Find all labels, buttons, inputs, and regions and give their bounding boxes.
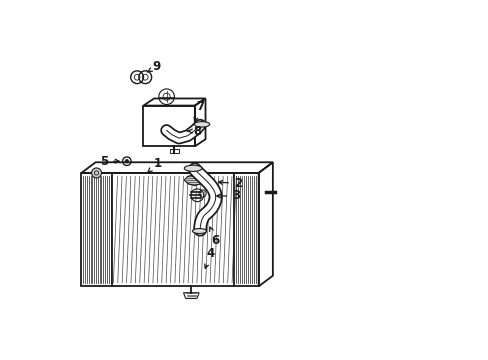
Text: 6: 6 xyxy=(209,227,219,247)
Ellipse shape xyxy=(194,122,209,127)
Text: 1: 1 xyxy=(148,157,162,172)
Text: 9: 9 xyxy=(147,60,160,73)
Text: 7: 7 xyxy=(194,100,204,121)
Text: 3: 3 xyxy=(216,189,240,202)
Ellipse shape xyxy=(192,229,206,234)
Text: 5: 5 xyxy=(100,155,119,168)
Text: 2: 2 xyxy=(218,177,242,190)
Text: 4: 4 xyxy=(204,247,215,268)
Circle shape xyxy=(125,159,128,163)
Polygon shape xyxy=(184,174,203,186)
Circle shape xyxy=(91,168,102,178)
Bar xyxy=(170,149,178,153)
Ellipse shape xyxy=(184,165,202,171)
Text: 8: 8 xyxy=(187,125,201,138)
